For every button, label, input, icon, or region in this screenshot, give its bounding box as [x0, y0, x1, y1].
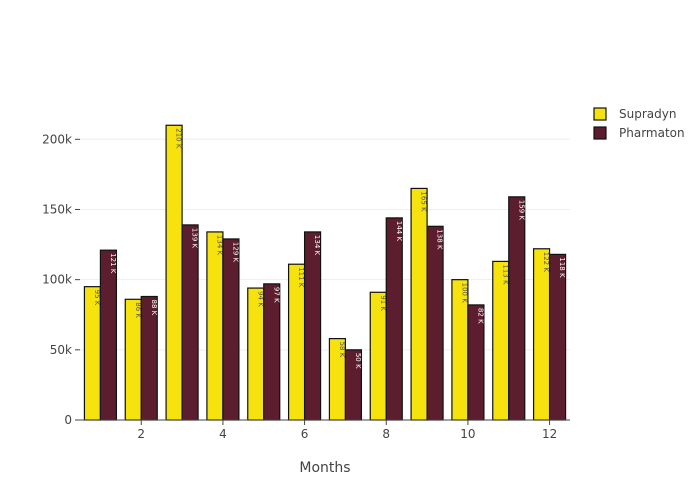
bar-pharmaton-5	[263, 283, 281, 421]
bar-supradyn-12	[532, 248, 551, 421]
bar-label-supradyn-2: 86 K	[134, 302, 142, 318]
y-tick-label-1: 50k	[50, 343, 72, 357]
bar-label-pharmaton-1: 121 K	[109, 253, 117, 274]
bar-label-supradyn-9: 165 K	[420, 191, 428, 212]
bar-label-supradyn-1: 95 K	[93, 290, 101, 306]
bar-label-pharmaton-3: 139 K	[191, 228, 199, 249]
x-tick-label-2: 6	[301, 427, 309, 441]
bar-label-pharmaton-2: 88 K	[150, 299, 158, 315]
legend-label-supradyn: Supradyn	[619, 107, 676, 121]
gridlines	[80, 138, 570, 351]
bar-label-pharmaton-6: 134 K	[313, 235, 321, 256]
y-tick-label-3: 150k	[42, 202, 72, 216]
bar-pharmaton-11	[508, 196, 526, 421]
bar-pharmaton-9	[426, 225, 444, 421]
bar-pharmaton-1	[99, 249, 118, 421]
bar-supradyn-3	[165, 124, 183, 421]
x-tick-label-4: 10	[460, 427, 475, 441]
bar-label-supradyn-6: 111 K	[297, 267, 305, 288]
bar-label-supradyn-11: 113 K	[501, 264, 509, 285]
bar-label-pharmaton-11: 159 K	[517, 200, 525, 221]
legend: Supradyn Pharmaton	[593, 107, 685, 140]
bar-supradyn-5	[247, 287, 265, 421]
bars: 95 K 121 K 86 K 88 K 210 K 139 K 134 K 129 K 94 …	[83, 124, 567, 421]
bar-supradyn-4	[206, 231, 224, 421]
bar-supradyn-1	[83, 286, 102, 421]
bar-label-pharmaton-10: 82 K	[476, 308, 484, 324]
bar-label-pharmaton-4: 129 K	[231, 242, 239, 263]
bar-pharmaton-6	[303, 231, 322, 421]
bar-supradyn-11	[492, 260, 510, 421]
x-tick-label-3: 8	[382, 427, 390, 441]
y-tick-label-4: 200k	[42, 132, 72, 146]
bar-pharmaton-8	[385, 217, 403, 421]
bar-pharmaton-4	[222, 238, 240, 421]
bar-label-pharmaton-7: 50 K	[354, 353, 362, 369]
x-tick-label-0: 2	[137, 427, 145, 441]
bar-supradyn-8	[369, 291, 387, 421]
x-tick-label-1: 4	[219, 427, 227, 441]
x-axis-title: Months	[299, 460, 350, 476]
bar-label-supradyn-7: 58 K	[338, 342, 346, 358]
x-tick-label-5: 12	[542, 427, 557, 441]
bar-label-pharmaton-9: 138 K	[436, 229, 444, 250]
bar-supradyn-6	[287, 263, 306, 421]
bar-label-supradyn-8: 91 K	[379, 295, 387, 311]
bar-label-pharmaton-5: 97 K	[272, 287, 280, 303]
legend-label-pharmaton: Pharmaton	[619, 126, 685, 140]
bar-label-pharmaton-12: 118 K	[558, 257, 566, 278]
axes: 0 50k 100k 150k 200k 2 4 6 8 10 12	[42, 132, 570, 441]
legend-swatch-pharmaton	[593, 126, 607, 140]
bar-supradyn-9	[410, 187, 428, 421]
bar-pharmaton-3	[181, 224, 199, 421]
bar-label-supradyn-5: 94 K	[256, 291, 264, 307]
y-tick-label-2: 100k	[42, 273, 72, 287]
bar-pharmaton-12	[548, 253, 567, 421]
legend-swatch-supradyn	[593, 107, 607, 121]
bar-label-supradyn-3: 210 K	[175, 128, 183, 149]
bar-label-supradyn-12: 122 K	[542, 252, 550, 273]
bar-label-supradyn-10: 100 K	[460, 283, 468, 304]
y-tick-label-0: 0	[64, 413, 72, 427]
bar-label-pharmaton-8: 144 K	[395, 221, 403, 242]
bar-label-supradyn-4: 134 K	[215, 235, 223, 256]
